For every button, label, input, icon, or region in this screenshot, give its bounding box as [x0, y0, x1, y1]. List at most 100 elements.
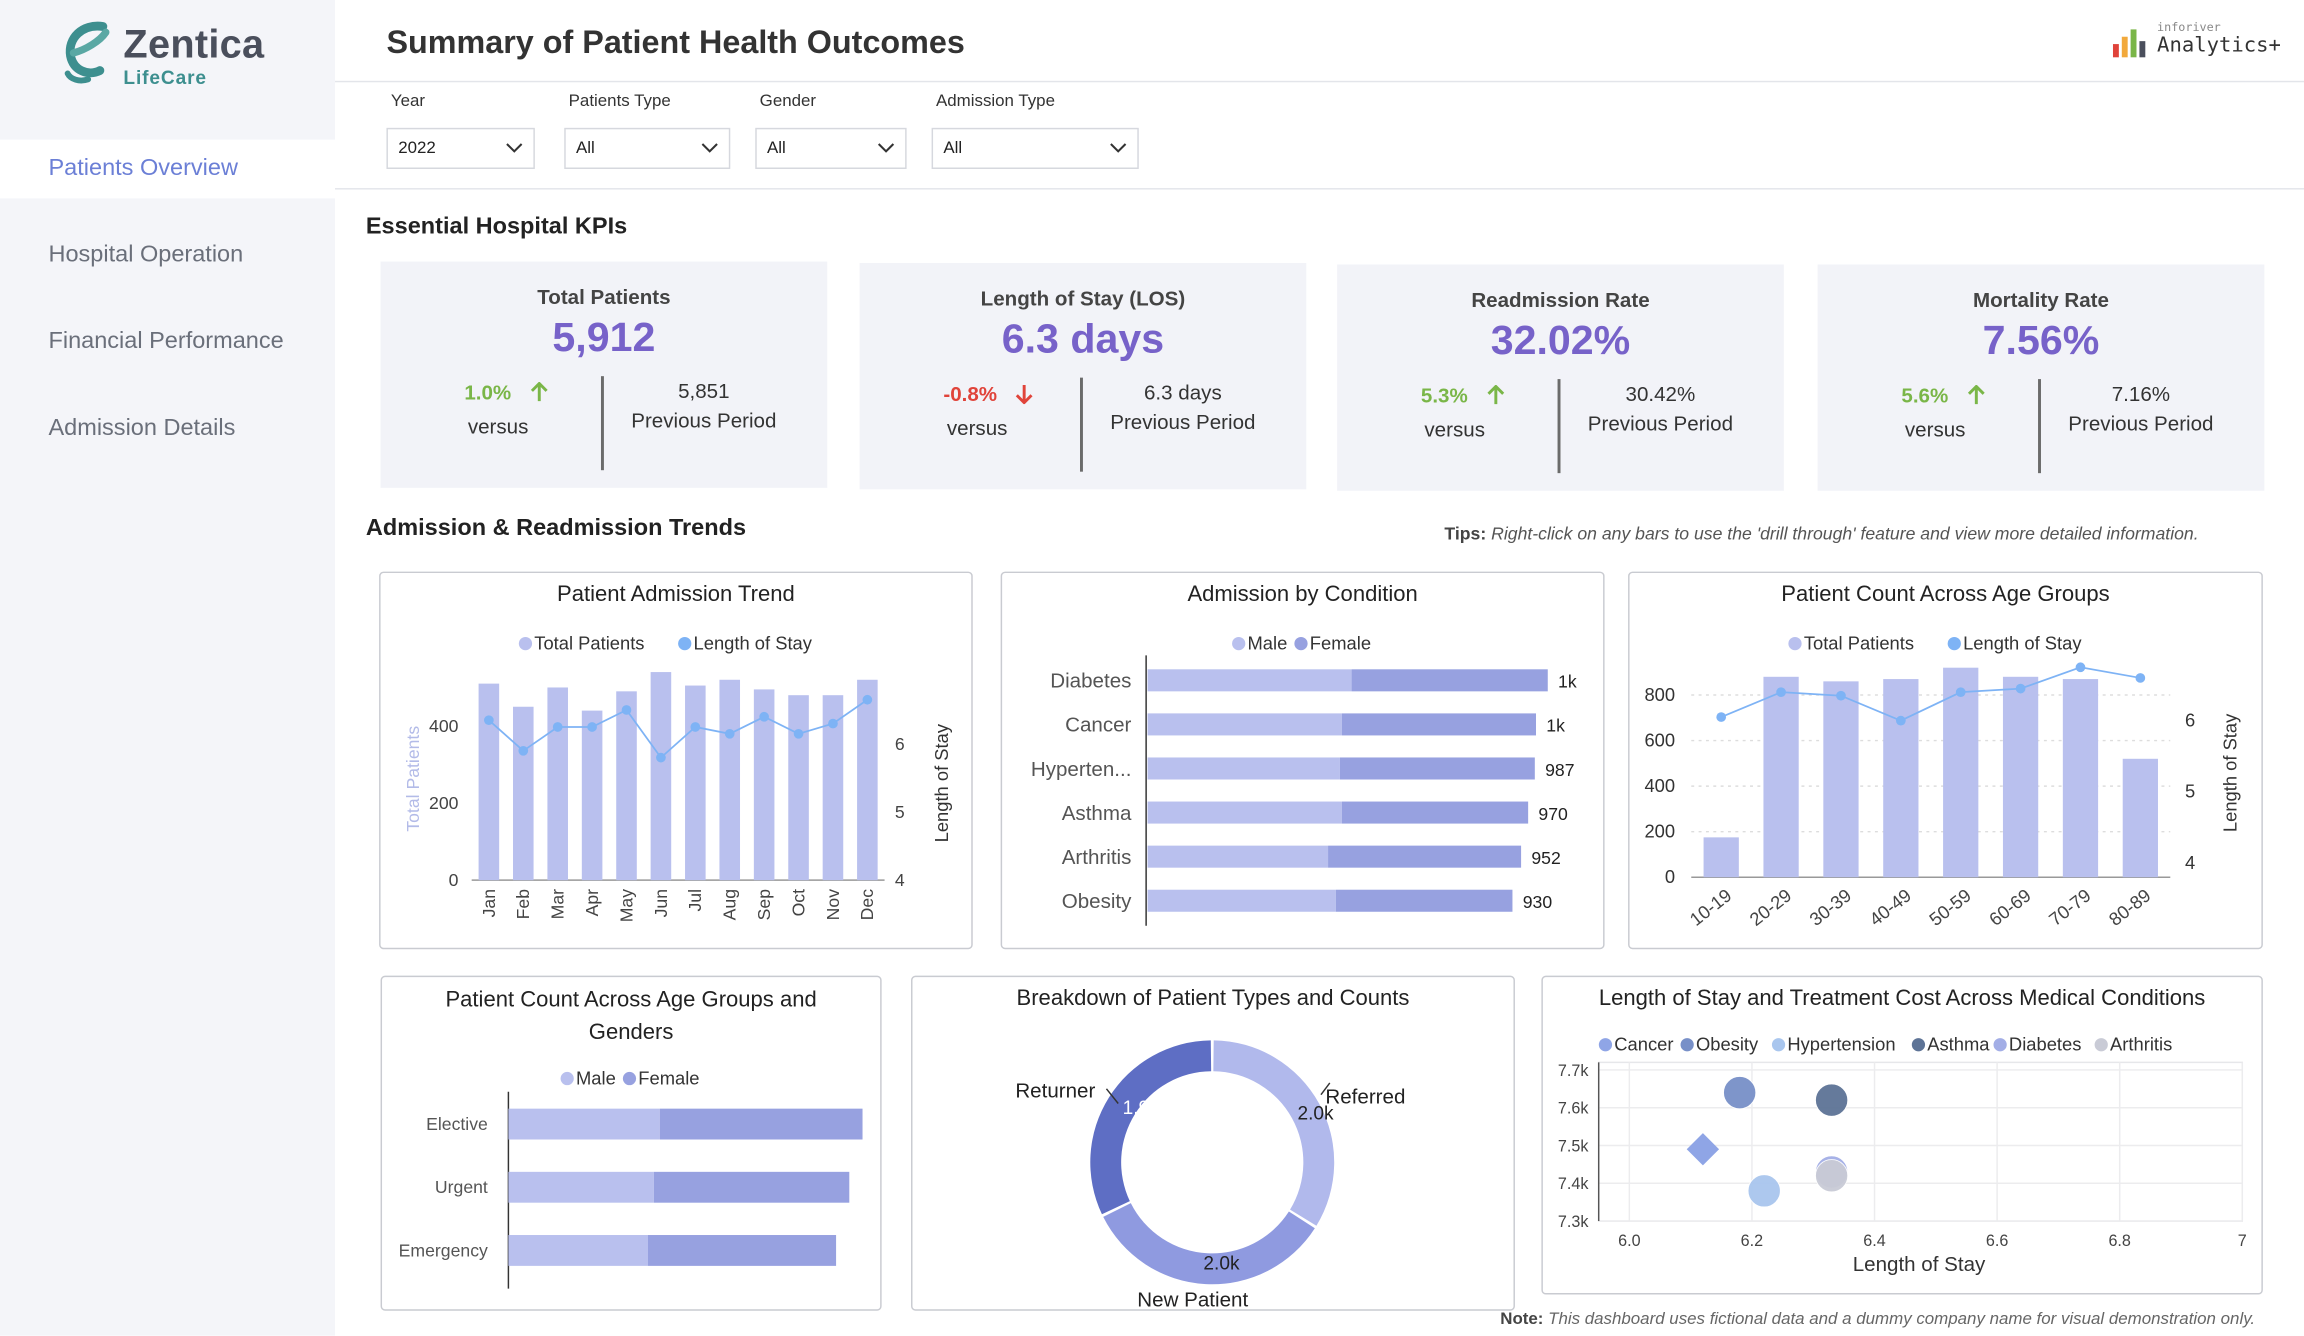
filter-value: All: [767, 139, 786, 158]
bar-80-89[interactable]: [2122, 758, 2158, 878]
bar-male-0[interactable]: [1147, 669, 1352, 692]
los-point: [621, 705, 632, 715]
bar-female-3[interactable]: [1341, 801, 1529, 824]
category-label: Hyperten...: [1031, 758, 1132, 781]
age-gender-chart[interactable]: Male Female Elective Urgent Emergency: [382, 977, 883, 1312]
company-logo: Zentica LifeCare: [62, 21, 297, 92]
category-label: Obesity: [1062, 890, 1132, 913]
bar-female-elective[interactable]: [659, 1108, 863, 1140]
bar-male-4[interactable]: [1147, 845, 1329, 868]
y2-tick-label: 5: [2185, 781, 2195, 802]
age-groups-chart[interactable]: Total Patients Length of Stay 0 200 400 600 80…: [1630, 573, 2265, 951]
bar-30-39[interactable]: [1823, 681, 1859, 878]
bar-male-5[interactable]: [1147, 889, 1336, 912]
bar-female-urgent[interactable]: [653, 1171, 850, 1203]
sidebar-item-patients-overview[interactable]: Patients Overview: [0, 139, 336, 199]
legend-marker: [1947, 636, 1961, 651]
bar-female-4[interactable]: [1328, 845, 1522, 868]
legend-label: Diabetes: [2009, 1034, 2081, 1055]
legend-label: Male: [1248, 632, 1288, 653]
bar-female-2[interactable]: [1339, 757, 1535, 780]
note-body: This dashboard uses fictional data and a…: [1543, 1310, 2256, 1329]
chart-legend: Total Patients Length of Stay: [1788, 632, 2082, 653]
x-tick-label: Oct: [788, 889, 808, 917]
bar-10-19[interactable]: [1703, 837, 1739, 878]
bar-male-1[interactable]: [1147, 713, 1342, 736]
admission-type-select[interactable]: All: [931, 127, 1139, 169]
bar-50-59[interactable]: [1943, 667, 1979, 878]
bar-apr[interactable]: [581, 710, 603, 881]
bar-male-2[interactable]: [1147, 757, 1340, 780]
chart-legend: Total Patients Length of Stay: [518, 632, 813, 653]
bar-jan[interactable]: [478, 683, 500, 881]
bar-20-29[interactable]: [1763, 676, 1799, 878]
bar-male-emergency[interactable]: [508, 1235, 649, 1266]
los-point: [552, 722, 563, 732]
year-select[interactable]: 2022: [386, 127, 535, 169]
los-cost-scatter-chart[interactable]: Cancer Obesity Hypertension Asthma Diabetes A…: [1543, 977, 2264, 1296]
age-gender-card: Patient Count Across Age Groups and Gend…: [380, 975, 883, 1312]
y2-tick-label: 6: [895, 734, 905, 754]
patients-type-select[interactable]: All: [564, 127, 731, 169]
gender-select[interactable]: All: [755, 127, 907, 169]
sidebar-item-hospital-operation[interactable]: Hospital Operation: [48, 242, 244, 268]
chart-title: Length of Stay and Treatment Cost Across…: [1598, 985, 2206, 1011]
chart-title-line-2: Genders: [588, 1019, 674, 1045]
x-tick-label: Feb: [513, 889, 533, 920]
bar-female-5[interactable]: [1335, 889, 1513, 912]
bar-may[interactable]: [616, 691, 637, 881]
kpi-separator: [1557, 379, 1561, 474]
bar-40-49[interactable]: [1883, 679, 1919, 878]
x-tick-label: 40-49: [1865, 884, 1915, 929]
point-hypertension: [1747, 1174, 1781, 1208]
bar-male-elective[interactable]: [508, 1108, 660, 1140]
bar-feb[interactable]: [513, 706, 534, 881]
admission-trend-chart[interactable]: Total Patients Length of Stay 0 200 400 4 5 6 To…: [381, 573, 975, 951]
y-tick-label: 7.6k: [1558, 1100, 1589, 1118]
x-tick-label: 30-39: [1805, 884, 1855, 929]
kpi-prev-value: 7.16%: [2111, 382, 2171, 406]
bar-female-0[interactable]: [1351, 669, 1548, 692]
filter-admission-type: Admission Type All: [931, 93, 1139, 169]
bar-60-69[interactable]: [2002, 676, 2039, 878]
x-tick-label: Jun: [651, 889, 671, 917]
kpi-versus: versus: [946, 415, 1008, 440]
admission-by-condition-chart[interactable]: Male Female Diabetes 1k Cancer 1k Hyperten... 9…: [1002, 573, 1606, 951]
kpi-change: 1.0%: [464, 381, 549, 404]
bar-jun[interactable]: [650, 672, 672, 881]
x-tick-label: 6.0: [1618, 1232, 1640, 1250]
bar-male-3[interactable]: [1147, 801, 1342, 824]
bar-male-urgent[interactable]: [508, 1171, 654, 1203]
kpi-prev-value: 30.42%: [1625, 382, 1696, 406]
bar-aug[interactable]: [719, 679, 741, 881]
x-tick-label: 70-79: [2045, 884, 2095, 929]
bar-oct[interactable]: [788, 695, 809, 881]
page-title: Summary of Patient Health Outcomes: [386, 23, 965, 61]
bar-dec[interactable]: [857, 679, 878, 881]
legend-label: Female: [638, 1067, 699, 1088]
x-tick-label: 20-29: [1745, 884, 1795, 929]
bar-70-79[interactable]: [2062, 679, 2099, 878]
kpi-value: 7.56%: [1982, 317, 2100, 363]
bar-mar[interactable]: [547, 687, 568, 881]
kpi-change: 5.3%: [1421, 384, 1506, 407]
sidebar-item-financial-performance[interactable]: Financial Performance: [48, 329, 284, 355]
bar-sep[interactable]: [753, 689, 775, 881]
legend-label: Total Patients: [1804, 632, 1914, 653]
kpi-change: -0.8%: [943, 382, 1035, 406]
kpi-separator: [600, 376, 604, 471]
x-tick-label: 6.4: [1863, 1232, 1885, 1250]
bar-nov[interactable]: [822, 695, 844, 881]
bar-jul[interactable]: [685, 685, 706, 881]
x-tick-label: Nov: [823, 889, 843, 921]
arrow-up-icon: [530, 381, 548, 402]
bar-female-emergency[interactable]: [648, 1235, 837, 1266]
legend-marker: [1771, 1038, 1786, 1052]
data-label: 1k: [1546, 716, 1565, 736]
bar-female-1[interactable]: [1341, 713, 1536, 736]
filter-label: Patients Type: [568, 92, 671, 111]
x-tick-label: Mar: [548, 889, 568, 919]
y-tick-label: 400: [429, 716, 459, 736]
sidebar-item-admission-details[interactable]: Admission Details: [48, 415, 236, 441]
